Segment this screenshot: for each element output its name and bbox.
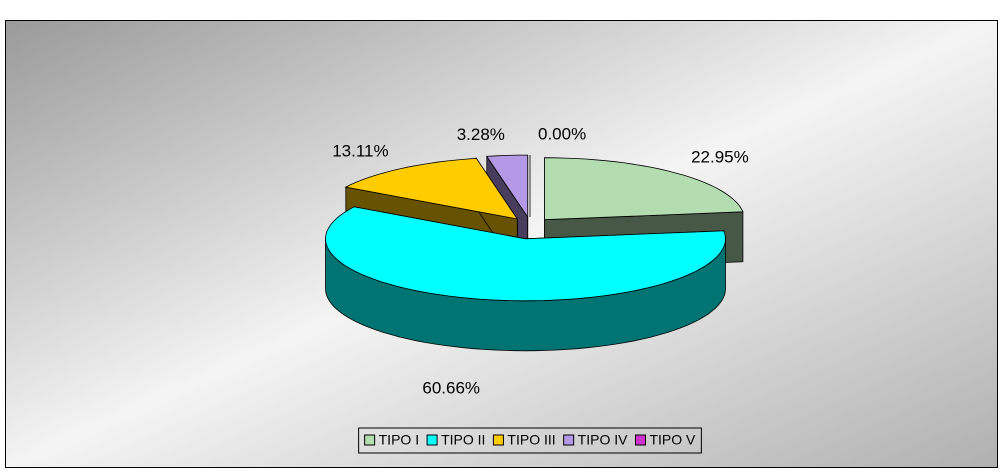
legend-swatch	[426, 434, 438, 446]
legend-swatch	[364, 434, 376, 446]
legend-swatch	[563, 434, 575, 446]
data-label: 13.11%	[332, 142, 388, 161]
legend: TIPO I TIPO II TIPO III TIPO IV TIPO V	[364, 432, 696, 448]
slice	[544, 157, 744, 221]
data-label: 0.00%	[538, 124, 586, 143]
legend-label: TIPO V	[649, 432, 696, 448]
legend-label: TIPO II	[441, 432, 485, 448]
legend-swatch	[492, 434, 504, 446]
slice	[325, 206, 726, 302]
slice	[486, 154, 529, 219]
data-label: 60.66%	[422, 379, 480, 398]
legend-label: TIPO IV	[578, 432, 628, 448]
legend-label: TIPO I	[379, 432, 419, 448]
legend-swatch	[634, 434, 646, 446]
slice	[344, 157, 519, 220]
data-label: 3.28%	[457, 125, 505, 144]
legend-label: TIPO III	[507, 432, 555, 448]
data-label: 22.95%	[691, 148, 749, 167]
legend-box	[358, 427, 702, 454]
